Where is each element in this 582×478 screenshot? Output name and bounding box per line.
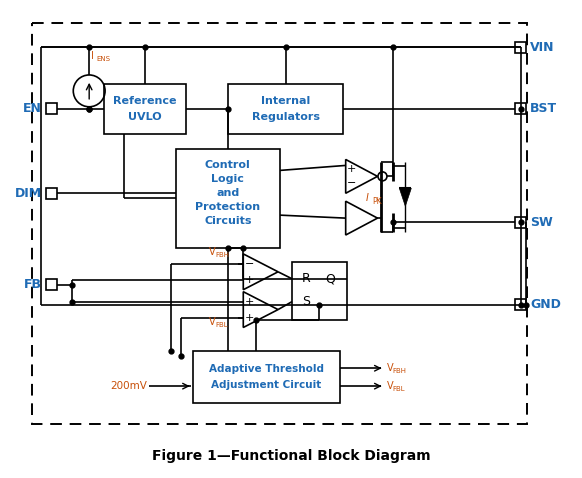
Text: SW: SW — [530, 216, 553, 228]
Text: EN: EN — [23, 102, 42, 115]
Text: FBH: FBH — [215, 252, 229, 258]
Text: V: V — [386, 381, 393, 391]
Text: +: + — [244, 297, 254, 306]
Bar — [193, 351, 340, 403]
Bar — [515, 217, 526, 228]
Text: GND: GND — [530, 298, 561, 311]
Bar — [292, 262, 347, 319]
Text: 200mV: 200mV — [110, 381, 147, 391]
Text: +: + — [347, 164, 356, 174]
Text: UVLO: UVLO — [128, 112, 162, 122]
Bar — [228, 84, 343, 134]
Text: FBL: FBL — [392, 386, 405, 392]
Text: +: + — [244, 313, 254, 323]
Text: Internal: Internal — [261, 96, 310, 106]
Polygon shape — [399, 188, 411, 206]
Bar — [104, 84, 186, 134]
Text: I: I — [91, 51, 94, 61]
Bar — [46, 188, 57, 199]
Bar — [176, 149, 280, 248]
Text: R: R — [301, 272, 310, 285]
Bar — [515, 103, 526, 114]
Text: and: and — [217, 188, 240, 198]
Text: Adjustment Circuit: Adjustment Circuit — [211, 380, 321, 390]
Text: V: V — [386, 363, 393, 373]
Text: V: V — [208, 247, 215, 257]
Bar — [46, 103, 57, 114]
Text: FB: FB — [24, 278, 42, 291]
Bar — [515, 42, 526, 53]
Text: V: V — [208, 316, 215, 326]
Text: FBL: FBL — [215, 322, 228, 327]
Text: FBH: FBH — [392, 368, 406, 374]
Text: Q: Q — [325, 272, 335, 285]
Bar — [46, 279, 57, 290]
Text: Protection: Protection — [196, 202, 260, 212]
Text: Reference: Reference — [113, 96, 176, 106]
Text: −: − — [244, 259, 254, 269]
Text: Figure 1—Functional Block Diagram: Figure 1—Functional Block Diagram — [152, 449, 430, 463]
Bar — [515, 299, 526, 310]
Text: VIN: VIN — [530, 41, 555, 54]
Text: S: S — [302, 295, 310, 308]
Text: I: I — [365, 193, 368, 203]
Text: +: + — [244, 275, 254, 285]
Text: Logic: Logic — [211, 174, 244, 185]
Bar — [31, 23, 527, 424]
Text: Regulators: Regulators — [251, 112, 320, 122]
Text: PK: PK — [372, 197, 382, 206]
Text: DIM: DIM — [15, 187, 42, 200]
Text: BST: BST — [530, 102, 557, 115]
Text: Circuits: Circuits — [204, 216, 251, 226]
Text: ENS: ENS — [96, 56, 110, 62]
Text: Adaptive Threshold: Adaptive Threshold — [208, 364, 324, 374]
Text: −: − — [347, 178, 356, 188]
Text: Control: Control — [205, 161, 251, 171]
